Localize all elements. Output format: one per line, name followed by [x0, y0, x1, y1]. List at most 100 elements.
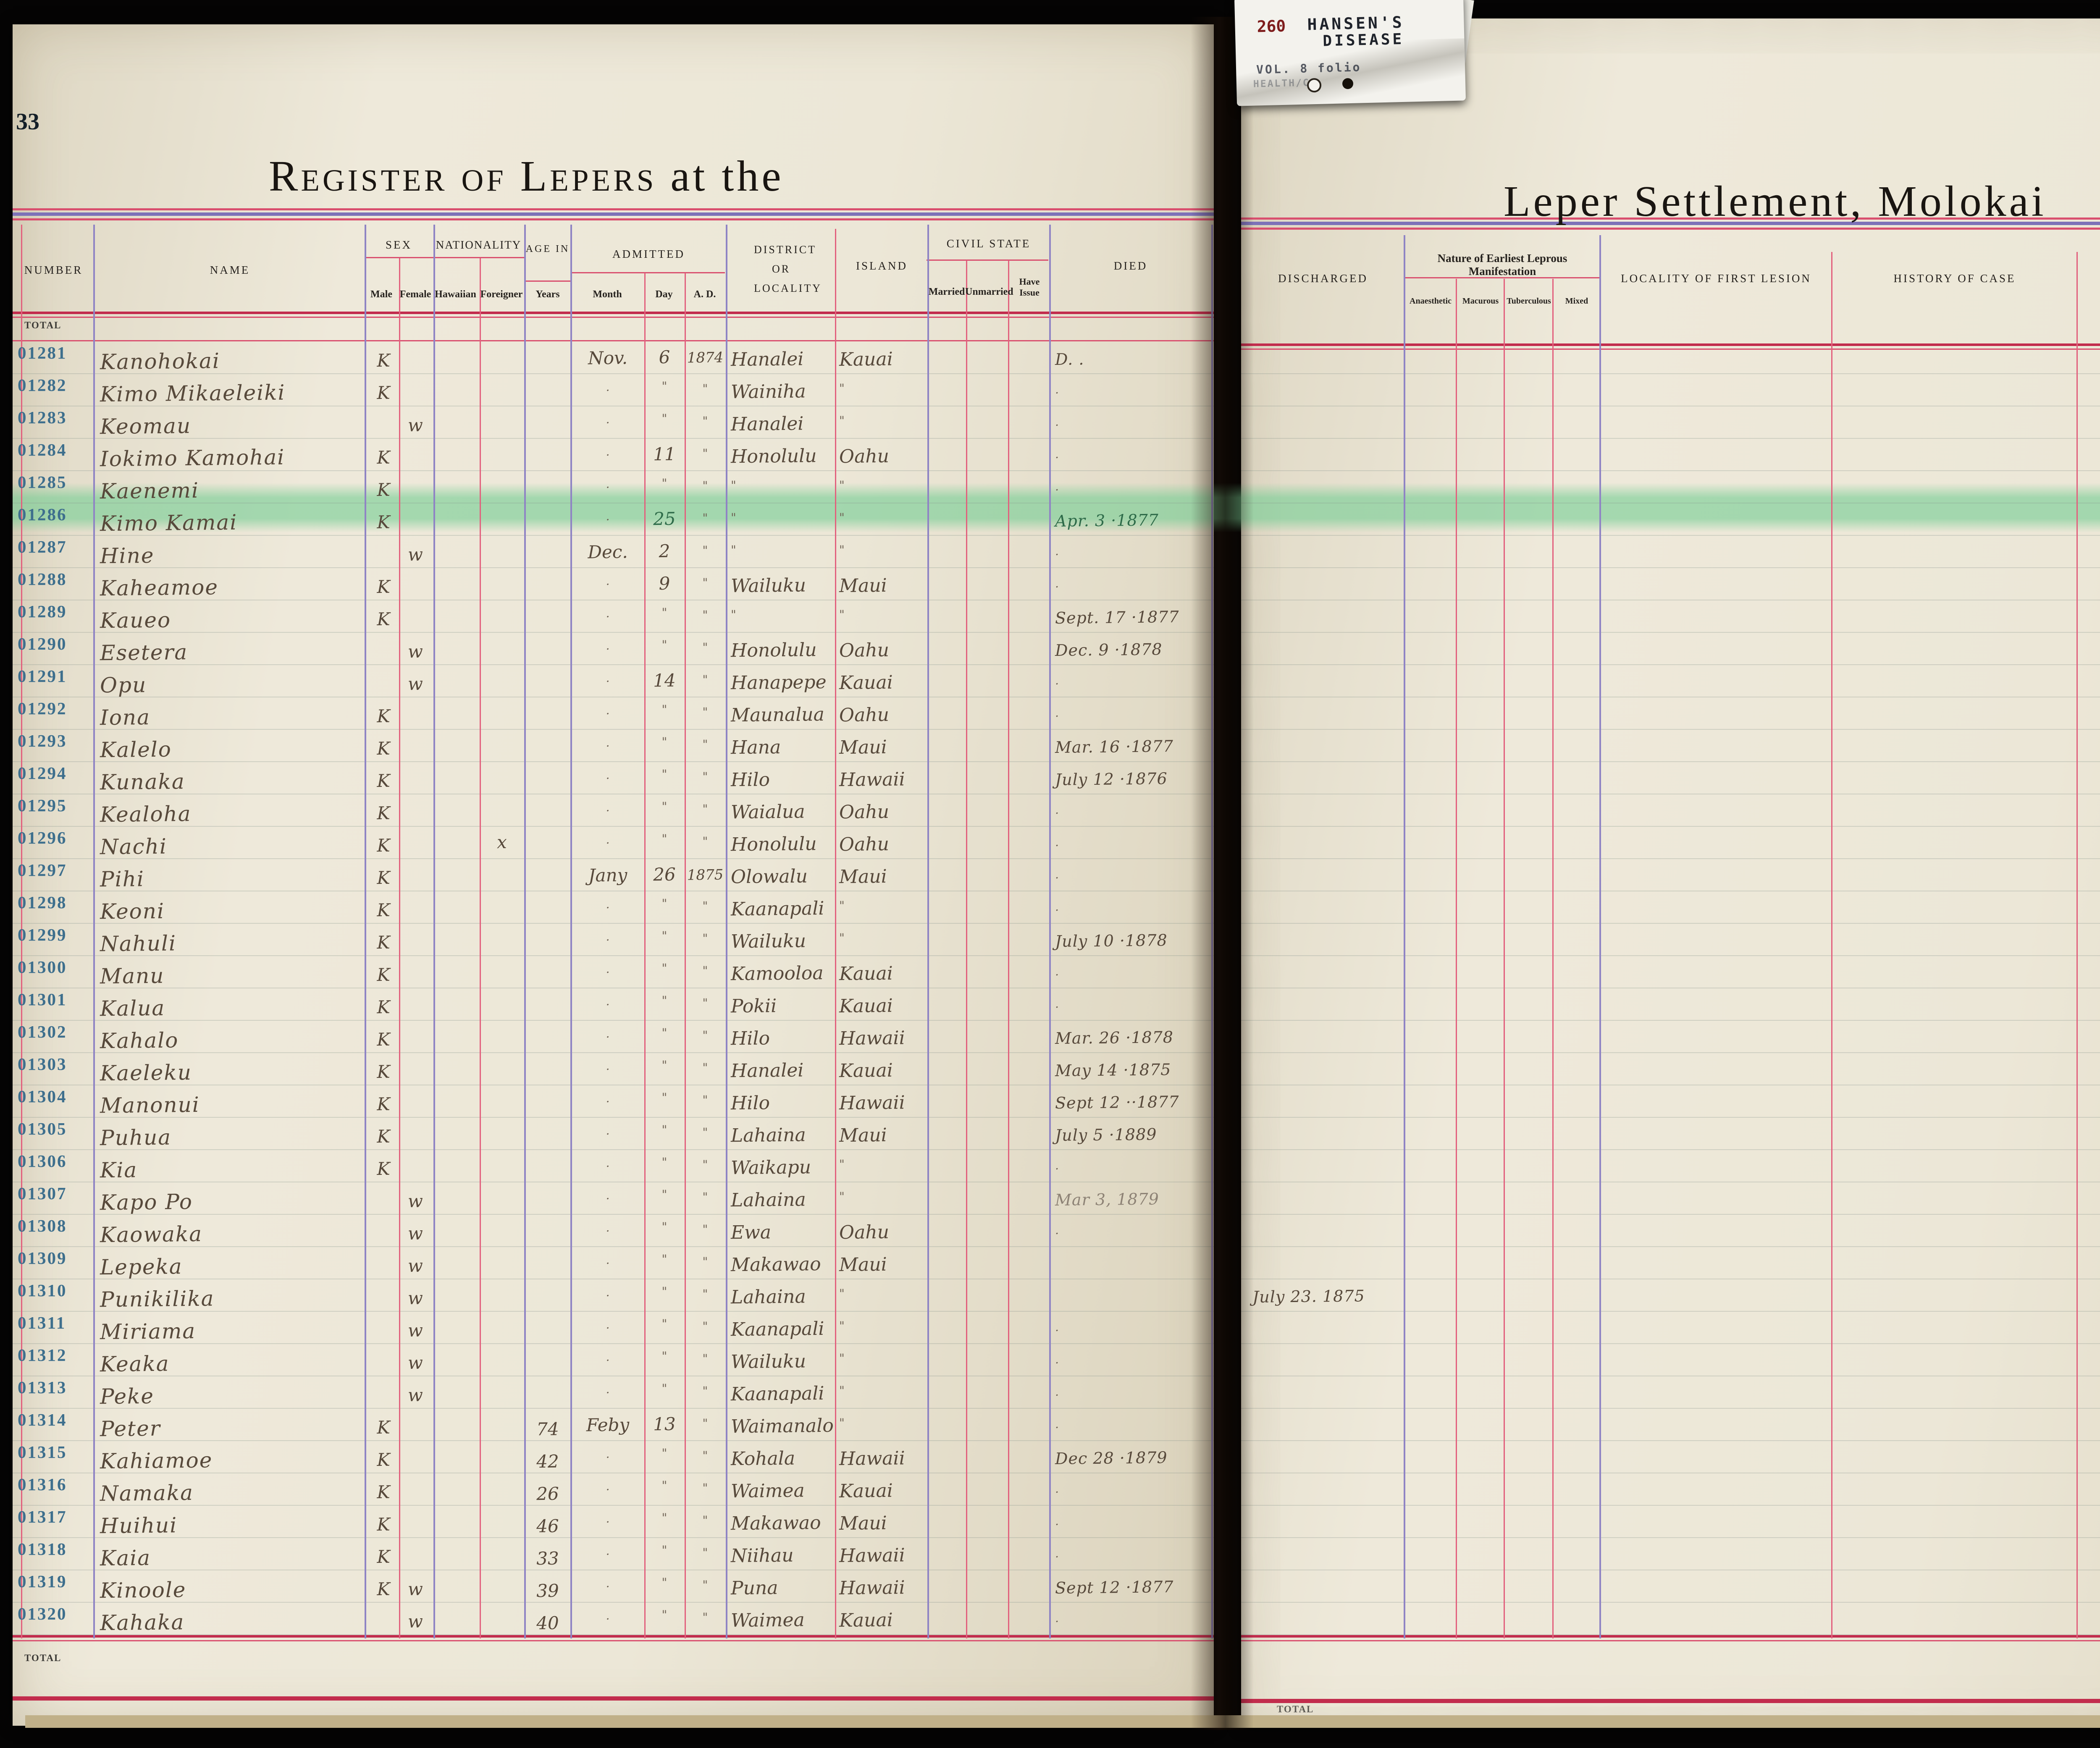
- locality-cell: ": [730, 511, 737, 525]
- died-cell: .: [1055, 576, 1060, 590]
- admitted-day-cell: 14: [653, 670, 676, 691]
- row-number: 01301: [18, 990, 67, 1009]
- admitted-month-cell: .: [606, 768, 610, 782]
- admitted-day-cell: 13: [653, 1413, 676, 1435]
- island-cell: Hawaii: [839, 1092, 905, 1114]
- sex-male-mark: K: [377, 1093, 390, 1115]
- admitted-month-cell: .: [606, 380, 610, 394]
- locality-cell: Hana: [730, 736, 781, 759]
- island-cell: ": [839, 607, 845, 622]
- total-label-bottom-right: TOTAL: [1277, 1704, 1314, 1714]
- name-cell: Namaka: [100, 1480, 194, 1506]
- island-cell: ": [839, 1318, 845, 1333]
- row-number: 01309: [18, 1248, 67, 1268]
- locality-cell: Hilo: [730, 1027, 770, 1050]
- rule-line: [13, 535, 1214, 536]
- name-cell: Kalelo: [100, 737, 172, 763]
- name-cell: Kealoha: [100, 801, 192, 827]
- admitted-month-cell: Nov.: [588, 347, 628, 369]
- admitted-month-cell: .: [606, 1220, 610, 1235]
- admitted-year-cell: ": [702, 1578, 708, 1592]
- rule-line: [13, 664, 1214, 665]
- island-cell: Kauai: [839, 962, 893, 985]
- admitted-day-cell: ": [662, 1607, 667, 1622]
- admitted-day-cell: ": [662, 1058, 667, 1072]
- col-header-number: Number: [24, 264, 83, 276]
- sex-female-mark: w: [407, 544, 423, 565]
- locality-cell: Lahaina: [730, 1189, 806, 1211]
- row-number: 01315: [18, 1442, 67, 1462]
- rule-line: [1241, 1635, 2100, 1638]
- rule-line: [1241, 1149, 2100, 1150]
- admitted-month-cell: .: [606, 897, 610, 912]
- died-cell: .: [1055, 1320, 1060, 1334]
- rule-line: [13, 1634, 1214, 1635]
- admitted-day-cell: ": [662, 1381, 667, 1396]
- sex-male-mark: K: [377, 738, 390, 759]
- island-cell: ": [839, 1157, 845, 1171]
- admitted-month-cell: .: [606, 1382, 610, 1397]
- locality-cell: Puna: [730, 1577, 778, 1599]
- locality-cell: Wailuku: [730, 1350, 806, 1373]
- island-cell: Hawaii: [839, 1544, 905, 1567]
- row-number: 01313: [18, 1378, 67, 1397]
- admitted-day-cell: ": [662, 896, 667, 911]
- admitted-year-cell: ": [702, 381, 708, 396]
- name-cell: Kaowaka: [100, 1221, 203, 1247]
- col-header-month: Month: [593, 289, 622, 300]
- died-cell: .: [1055, 673, 1060, 687]
- admitted-month-cell: .: [606, 477, 610, 491]
- admitted-day-cell: 2: [659, 540, 670, 562]
- name-cell: Peke: [100, 1384, 155, 1409]
- name-cell: Nahuli: [100, 931, 177, 957]
- admitted-year-cell: ": [702, 1448, 708, 1463]
- column-divider: [2076, 252, 2078, 1638]
- admitted-month-cell: .: [606, 1576, 610, 1591]
- died-cell: .: [1055, 447, 1060, 461]
- rule-line: [13, 632, 1214, 633]
- died-cell: .: [1055, 1223, 1060, 1237]
- admitted-month-cell: .: [606, 735, 610, 750]
- admitted-year-cell: 1875: [687, 866, 724, 884]
- column-divider: [1008, 260, 1009, 1638]
- sex-male-mark: K: [377, 447, 390, 468]
- tag-line2: DISEASE: [1323, 30, 1404, 50]
- locality-cell: Olowalu: [730, 865, 808, 888]
- admitted-month-cell: .: [606, 1350, 610, 1364]
- row-number: 01298: [18, 893, 67, 912]
- died-cell: July 10 ·1878: [1055, 931, 1168, 951]
- locality-cell: Hanalei: [730, 413, 804, 435]
- rule-line: [13, 340, 1214, 341]
- admitted-month-cell: Dec.: [588, 541, 628, 563]
- island-cell: ": [839, 1286, 845, 1301]
- age-cell: 46: [536, 1515, 559, 1537]
- admitted-day-cell: 6: [659, 346, 670, 368]
- island-cell: Oahu: [839, 801, 890, 823]
- rule-line: [572, 272, 725, 273]
- admitted-year-cell: ": [702, 1222, 708, 1237]
- admitted-year-cell: ": [702, 1513, 708, 1528]
- admitted-day-cell: 26: [653, 864, 676, 885]
- locality-cell: Waialua: [730, 801, 805, 823]
- locality-cell: Hilo: [730, 769, 770, 791]
- locality-cell: Makawao: [730, 1512, 821, 1535]
- col-header-tuberculous: Tuberculous: [1507, 296, 1551, 306]
- admitted-day-cell: 11: [653, 443, 676, 465]
- locality-cell: Waimea: [730, 1480, 805, 1502]
- rule-line: [13, 826, 1214, 827]
- sex-male-mark: K: [377, 479, 390, 501]
- rule-line: [13, 761, 1214, 762]
- name-cell: Keoni: [100, 899, 165, 924]
- rule-line: [1241, 826, 2100, 827]
- row-number: 01286: [18, 505, 67, 524]
- died-cell: .: [1055, 802, 1060, 817]
- sex-male-mark: K: [377, 1514, 390, 1535]
- died-cell: .: [1055, 544, 1060, 558]
- rule-line: [1241, 1537, 2100, 1538]
- age-cell: 74: [536, 1418, 559, 1440]
- col-header-female: Female: [399, 289, 431, 300]
- island-cell: Kauai: [839, 1059, 893, 1082]
- island-cell: Hawaii: [839, 1027, 905, 1050]
- admitted-month-cell: .: [606, 962, 610, 976]
- row-number: 01300: [18, 957, 67, 977]
